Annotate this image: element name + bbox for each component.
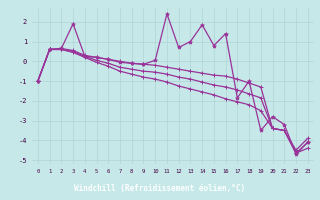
Text: Windchill (Refroidissement éolien,°C): Windchill (Refroidissement éolien,°C) (75, 184, 245, 193)
